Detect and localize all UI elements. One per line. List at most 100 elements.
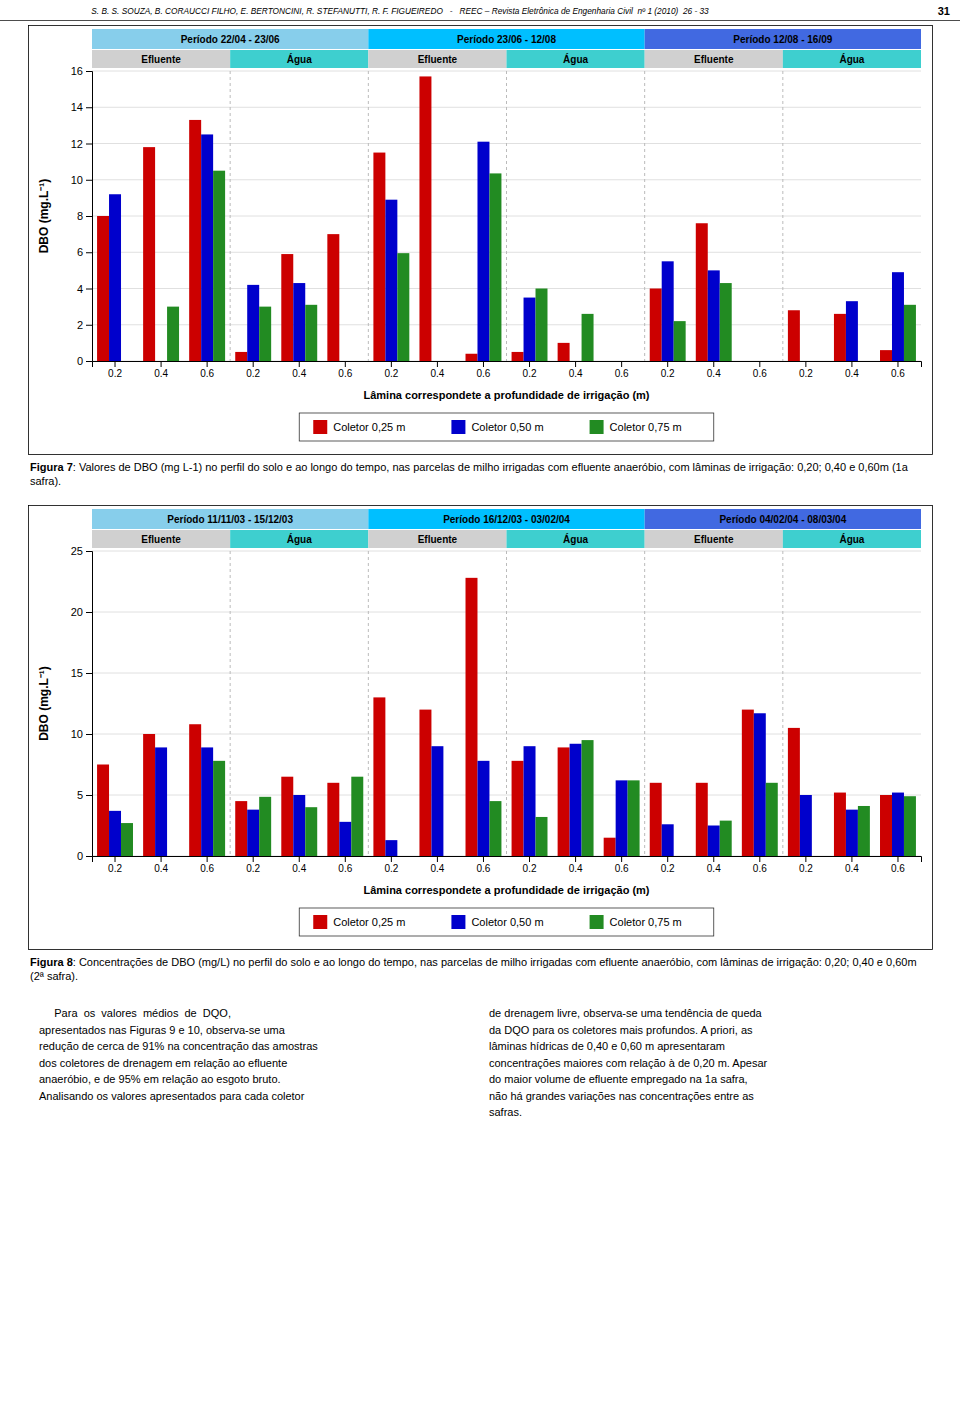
bar	[570, 744, 582, 856]
tick-label: 0	[77, 355, 83, 367]
header-text: S. B. S. SOUZA, B. CORAUCCI FILHO, E. BE…	[91, 6, 709, 16]
separator	[506, 71, 507, 361]
tick: 0.4	[845, 856, 859, 874]
tick-mark	[483, 361, 484, 367]
bar	[155, 747, 167, 856]
bar	[904, 796, 916, 856]
tick-label: 0.2	[523, 863, 537, 874]
bars	[97, 578, 916, 856]
bar	[431, 746, 443, 856]
tick-mark	[86, 71, 92, 72]
bar	[305, 305, 317, 361]
tick: 6	[77, 246, 92, 258]
bar	[443, 856, 455, 857]
tick-label: 0.6	[477, 368, 491, 379]
chart: Período 11/11/03 - 15/12/03Período 16/12…	[28, 505, 933, 950]
bar	[305, 807, 317, 856]
frame	[29, 506, 933, 950]
separators	[230, 71, 783, 361]
bar	[385, 840, 397, 856]
tick-label: 0.4	[292, 863, 306, 874]
bar	[189, 724, 201, 856]
bar	[674, 856, 686, 857]
tick-mark	[86, 180, 92, 181]
bar	[281, 777, 293, 856]
period-label: Período 22/04 - 23/06	[181, 34, 280, 45]
series	[109, 713, 904, 856]
tick-label: 4	[77, 283, 83, 295]
tick-label: 0.6	[753, 368, 767, 379]
tick: 0.6	[753, 856, 767, 874]
tick: 0.2	[246, 361, 260, 379]
tick-mark	[805, 361, 806, 367]
subperiod-band	[783, 50, 921, 68]
caption: Figura 7: Valores de DBO (mg L-1) no per…	[30, 460, 930, 488]
axis-line	[93, 857, 922, 863]
tick-mark	[805, 856, 806, 862]
tick: 14	[71, 101, 92, 113]
bar	[489, 801, 501, 856]
bar	[880, 350, 892, 361]
period-band	[368, 29, 644, 49]
tick-label: 0.4	[707, 863, 721, 874]
period-band	[92, 29, 368, 49]
tick-label: 0.2	[108, 863, 122, 874]
separator	[506, 551, 507, 856]
legend-label: Coletor 0,50 m	[471, 916, 543, 928]
tick: 0.4	[430, 361, 444, 379]
bar	[167, 307, 179, 361]
tick: 25	[71, 545, 92, 557]
legend-item: Coletor 0,50 m	[451, 915, 543, 929]
tick: 0.4	[707, 856, 721, 874]
subperiod-band	[645, 530, 783, 548]
bar	[247, 285, 259, 361]
separator	[782, 551, 783, 856]
bar	[259, 307, 271, 361]
bar	[570, 361, 582, 362]
tick-label: 0.4	[845, 863, 859, 874]
tick-mark	[161, 856, 162, 862]
tick: 0.6	[891, 856, 905, 874]
subperiod-band	[230, 530, 368, 548]
legend: Coletor 0,25 mColetor 0,50 mColetor 0,75…	[299, 908, 714, 936]
legend-label: Coletor 0,75 m	[610, 421, 682, 433]
bar	[213, 761, 225, 856]
series	[109, 134, 904, 361]
legend-item: Coletor 0,25 m	[313, 420, 405, 434]
tick-mark	[207, 361, 208, 367]
bar	[339, 822, 351, 856]
tick: 0.6	[338, 856, 352, 874]
bar	[327, 783, 339, 856]
bar	[109, 194, 121, 361]
tick-mark	[299, 361, 300, 367]
bar	[616, 361, 628, 362]
paragraph: de drenagem livre, observa-se uma tendên…	[489, 1005, 767, 1121]
subperiod-label: Água	[287, 533, 312, 545]
tick-label: 0.6	[615, 863, 629, 874]
tick-mark	[161, 361, 162, 367]
legend-label: Coletor 0,75 m	[610, 916, 682, 928]
tick-label: 0.4	[292, 368, 306, 379]
tick: 0.6	[891, 361, 905, 379]
tick-mark	[391, 361, 392, 367]
bar	[213, 171, 225, 361]
bar	[143, 734, 155, 856]
tick-label: 0	[77, 850, 83, 862]
tick-label: 0.6	[891, 368, 905, 379]
caption: Figura 8: Concentrações de DBO (mg/L) no…	[30, 955, 930, 983]
tick-label: 0.4	[154, 863, 168, 874]
legend-box	[299, 908, 714, 936]
caption-text: : Valores de DBO (mg L-1) no perfil do s…	[30, 461, 908, 487]
bar	[373, 153, 385, 361]
bar	[742, 710, 754, 856]
separator	[230, 551, 231, 856]
tick: 0.6	[477, 856, 491, 874]
tick: 0.6	[200, 856, 214, 874]
subperiod-band	[645, 50, 783, 68]
tick-mark	[86, 361, 92, 362]
legend-swatch	[313, 915, 327, 929]
bar	[155, 361, 167, 362]
bar	[582, 314, 594, 361]
tick-mark	[86, 856, 92, 857]
bar	[431, 361, 443, 362]
